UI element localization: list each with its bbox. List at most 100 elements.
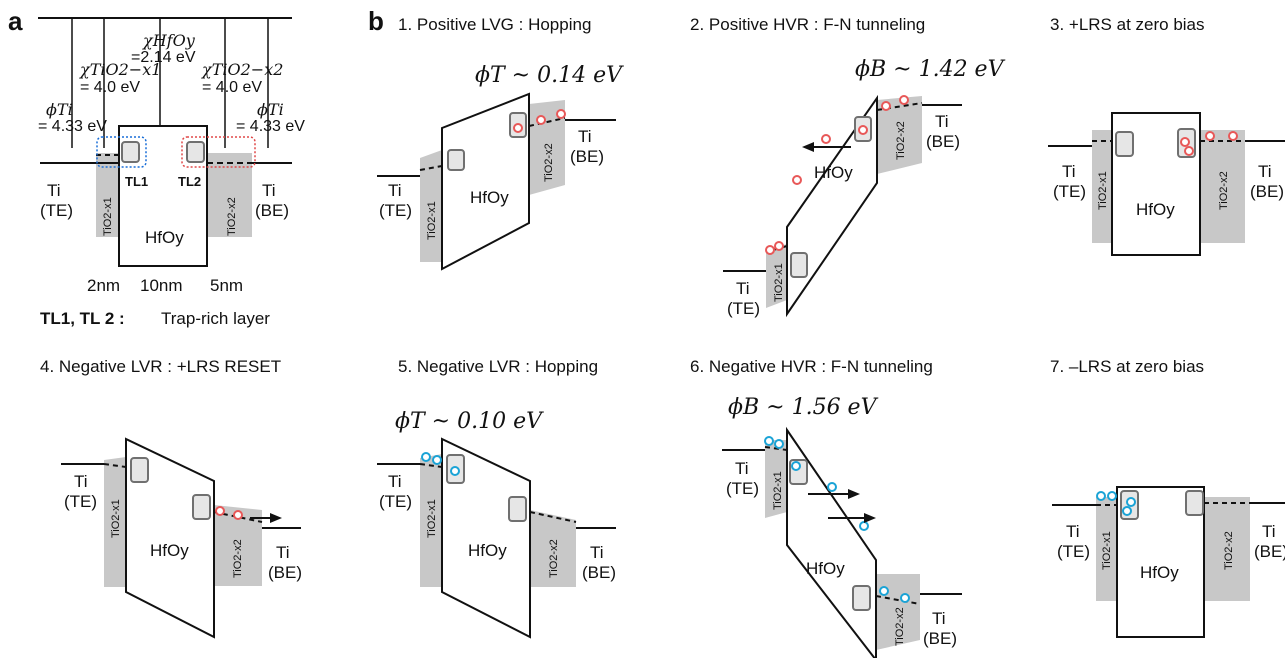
diagram-3: Ti (TE) Ti (BE) TiO2-x1 TiO2-x2 HfOy bbox=[1048, 112, 1285, 256]
ti-be-label: Ti bbox=[578, 127, 592, 146]
diagram-5-title: 5. Negative LVR : Hopping bbox=[398, 357, 598, 376]
diagram-4-title: 4. Negative LVR : +LRS RESET bbox=[40, 357, 281, 376]
be-label: (BE) bbox=[268, 563, 302, 582]
ti-be-label: Ti bbox=[1258, 162, 1272, 181]
tio1-layer-label: TiO2-x1 bbox=[772, 471, 784, 510]
chi-hfo-label: χHfOy bbox=[142, 31, 196, 50]
chi-tio2-value: = 4.0 eV bbox=[202, 79, 262, 96]
ti-be-label: Ti bbox=[935, 112, 949, 131]
tio2-layer-label: TiO2-x2 bbox=[1223, 531, 1235, 570]
te-label: (TE) bbox=[1053, 182, 1086, 201]
tio2-layer-label: TiO2-x2 bbox=[543, 143, 555, 182]
chi-tio2-label: χTiO2−x2 bbox=[201, 60, 283, 79]
panel-b-letter: b bbox=[368, 6, 384, 36]
trap-state-tl1 bbox=[121, 141, 140, 163]
panel-a-letter: a bbox=[8, 6, 23, 36]
te-label: (TE) bbox=[726, 479, 759, 498]
tio1-layer-label: TiO2-x1 bbox=[426, 201, 438, 240]
ti-te-label: Ti bbox=[1066, 522, 1080, 541]
ti-be-label: Ti bbox=[932, 609, 946, 628]
tio1-layer-label: TiO2-x1 bbox=[110, 499, 122, 538]
diagram-5: ϕT ~ 0.10 eV Ti (TE) Ti (BE) TiO2-x1 TiO… bbox=[377, 409, 616, 639]
te-label: (TE) bbox=[40, 201, 73, 220]
thickness-tio1: 2nm bbox=[87, 276, 120, 295]
ti-te-label: Ti bbox=[388, 181, 402, 200]
phi-t-annotation-1: ϕT ~ 0.14 eV bbox=[475, 63, 624, 88]
chi-tio1-value: = 4.0 eV bbox=[80, 79, 140, 96]
te-label: (TE) bbox=[1057, 542, 1090, 561]
hfo-barrier bbox=[441, 92, 530, 271]
tio1-layer-label: TiO2-x1 bbox=[102, 197, 114, 236]
diagram-6-title: 6. Negative HVR : F-N tunneling bbox=[690, 357, 933, 376]
hfo-label: HfOy bbox=[468, 541, 507, 560]
diagram-1: ϕT ~ 0.14 eV Ti (TE) Ti (BE) TiO2-x1 TiO… bbox=[377, 63, 624, 271]
tio1-layer-label: TiO2-x1 bbox=[1097, 171, 1109, 210]
chi-hfo-value: =2.14 eV bbox=[131, 49, 196, 66]
hfo-label: HfOy bbox=[150, 541, 189, 560]
phi-ti-left-label: ϕTi bbox=[46, 100, 73, 119]
ti-te-label: Ti bbox=[388, 472, 402, 491]
tl1-label: TL1 bbox=[125, 174, 148, 189]
diagram-2: ϕB ~ 1.42 eV Ti (TE) Ti (BE) TiO2-x1 TiO… bbox=[723, 57, 1006, 318]
ti-be-label: Ti bbox=[1262, 522, 1276, 541]
diagram-2-title: 2. Positive HVR : F-N tunneling bbox=[690, 15, 925, 34]
hfo-label: HfOy bbox=[806, 559, 845, 578]
te-label: (TE) bbox=[379, 492, 412, 511]
be-label: (BE) bbox=[1250, 182, 1284, 201]
tio2-layer-label: TiO2-x2 bbox=[895, 121, 907, 160]
tio2-layer-label: TiO2-x2 bbox=[1218, 171, 1230, 210]
hfo-label: HfOy bbox=[145, 228, 184, 247]
tio1-layer-label: TiO2-x1 bbox=[426, 499, 438, 538]
ti-te-label: Ti bbox=[74, 472, 88, 491]
diagram-4: Ti (TE) Ti (BE) TiO2-x1 TiO2-x2 HfOy bbox=[61, 437, 302, 639]
ti-te-label: Ti bbox=[1062, 162, 1076, 181]
diagram-1-title: 1. Positive LVG : Hopping bbox=[398, 15, 591, 34]
thickness-hfo: 10nm bbox=[140, 276, 183, 295]
ti-be-label: Ti bbox=[262, 181, 276, 200]
hfo-label: HfOy bbox=[814, 163, 853, 182]
hfo-label: HfOy bbox=[470, 188, 509, 207]
be-label: (BE) bbox=[926, 132, 960, 151]
tio1-layer-label: TiO2-x1 bbox=[773, 263, 785, 302]
svg-text:TL1, TL 2 :: TL1, TL 2 : bbox=[40, 309, 125, 328]
phi-ti-right-value: = 4.33 eV bbox=[236, 118, 305, 135]
ti-te-label: Ti bbox=[735, 459, 749, 478]
be-label: (BE) bbox=[570, 147, 604, 166]
phi-t-annotation-5: ϕT ~ 0.10 eV bbox=[395, 409, 544, 434]
be-label: (BE) bbox=[255, 201, 289, 220]
svg-text:χTiO2−x2: χTiO2−x2 bbox=[201, 60, 283, 79]
hfo-barrier bbox=[441, 437, 531, 639]
diagram-7-title: 7. –LRS at zero bias bbox=[1050, 357, 1204, 376]
tio2-layer-label: TiO2-x2 bbox=[226, 197, 238, 236]
diagram-7: Ti (TE) Ti (BE) TiO2-x1 TiO2-x2 HfOy bbox=[1052, 486, 1285, 638]
hfo-label: HfOy bbox=[1136, 200, 1175, 219]
phi-b-annotation-6: ϕB ~ 1.56 eV bbox=[728, 395, 879, 420]
te-label: (TE) bbox=[727, 299, 760, 318]
ti-te-label: Ti bbox=[736, 279, 750, 298]
tio2-layer-label: TiO2-x2 bbox=[232, 539, 244, 578]
panel-a: a χHfOy =2.14 eV χTiO2−x1 = 4.0 eV χTiO2… bbox=[8, 6, 305, 328]
ti-be-label: Ti bbox=[276, 543, 290, 562]
be-label: (BE) bbox=[923, 629, 957, 648]
diagram-6: ϕB ~ 1.56 eV Ti (TE) Ti (BE) TiO2-x1 TiO… bbox=[722, 395, 962, 658]
svg-text:ϕTi: ϕTi bbox=[257, 100, 284, 119]
diagram-3-title: 3. +LRS at zero bias bbox=[1050, 15, 1205, 34]
hfo-label: HfOy bbox=[1140, 563, 1179, 582]
svg-text:χTiO2−x1: χTiO2−x1 bbox=[79, 60, 161, 79]
tl2-label: TL2 bbox=[178, 174, 201, 189]
hfo-barrier bbox=[125, 437, 215, 639]
tio2-layer-label: TiO2-x2 bbox=[548, 539, 560, 578]
tio2-layer-label: TiO2-x2 bbox=[894, 607, 906, 646]
te-label: (TE) bbox=[64, 492, 97, 511]
be-label: (BE) bbox=[1254, 542, 1285, 561]
phi-ti-right-label: ϕTi bbox=[257, 100, 284, 119]
legend-tl-text: Trap-rich layer bbox=[161, 309, 270, 328]
te-label: (TE) bbox=[379, 201, 412, 220]
phi-ti-left-value: = 4.33 eV bbox=[38, 118, 107, 135]
thickness-tio2: 5nm bbox=[210, 276, 243, 295]
chi-tio1-label: χTiO2−x1 bbox=[79, 60, 161, 79]
legend-tl-label: TL1, TL 2 : bbox=[40, 309, 125, 328]
trap-state-tl2 bbox=[186, 141, 205, 163]
svg-text:ϕTi: ϕTi bbox=[46, 100, 73, 119]
